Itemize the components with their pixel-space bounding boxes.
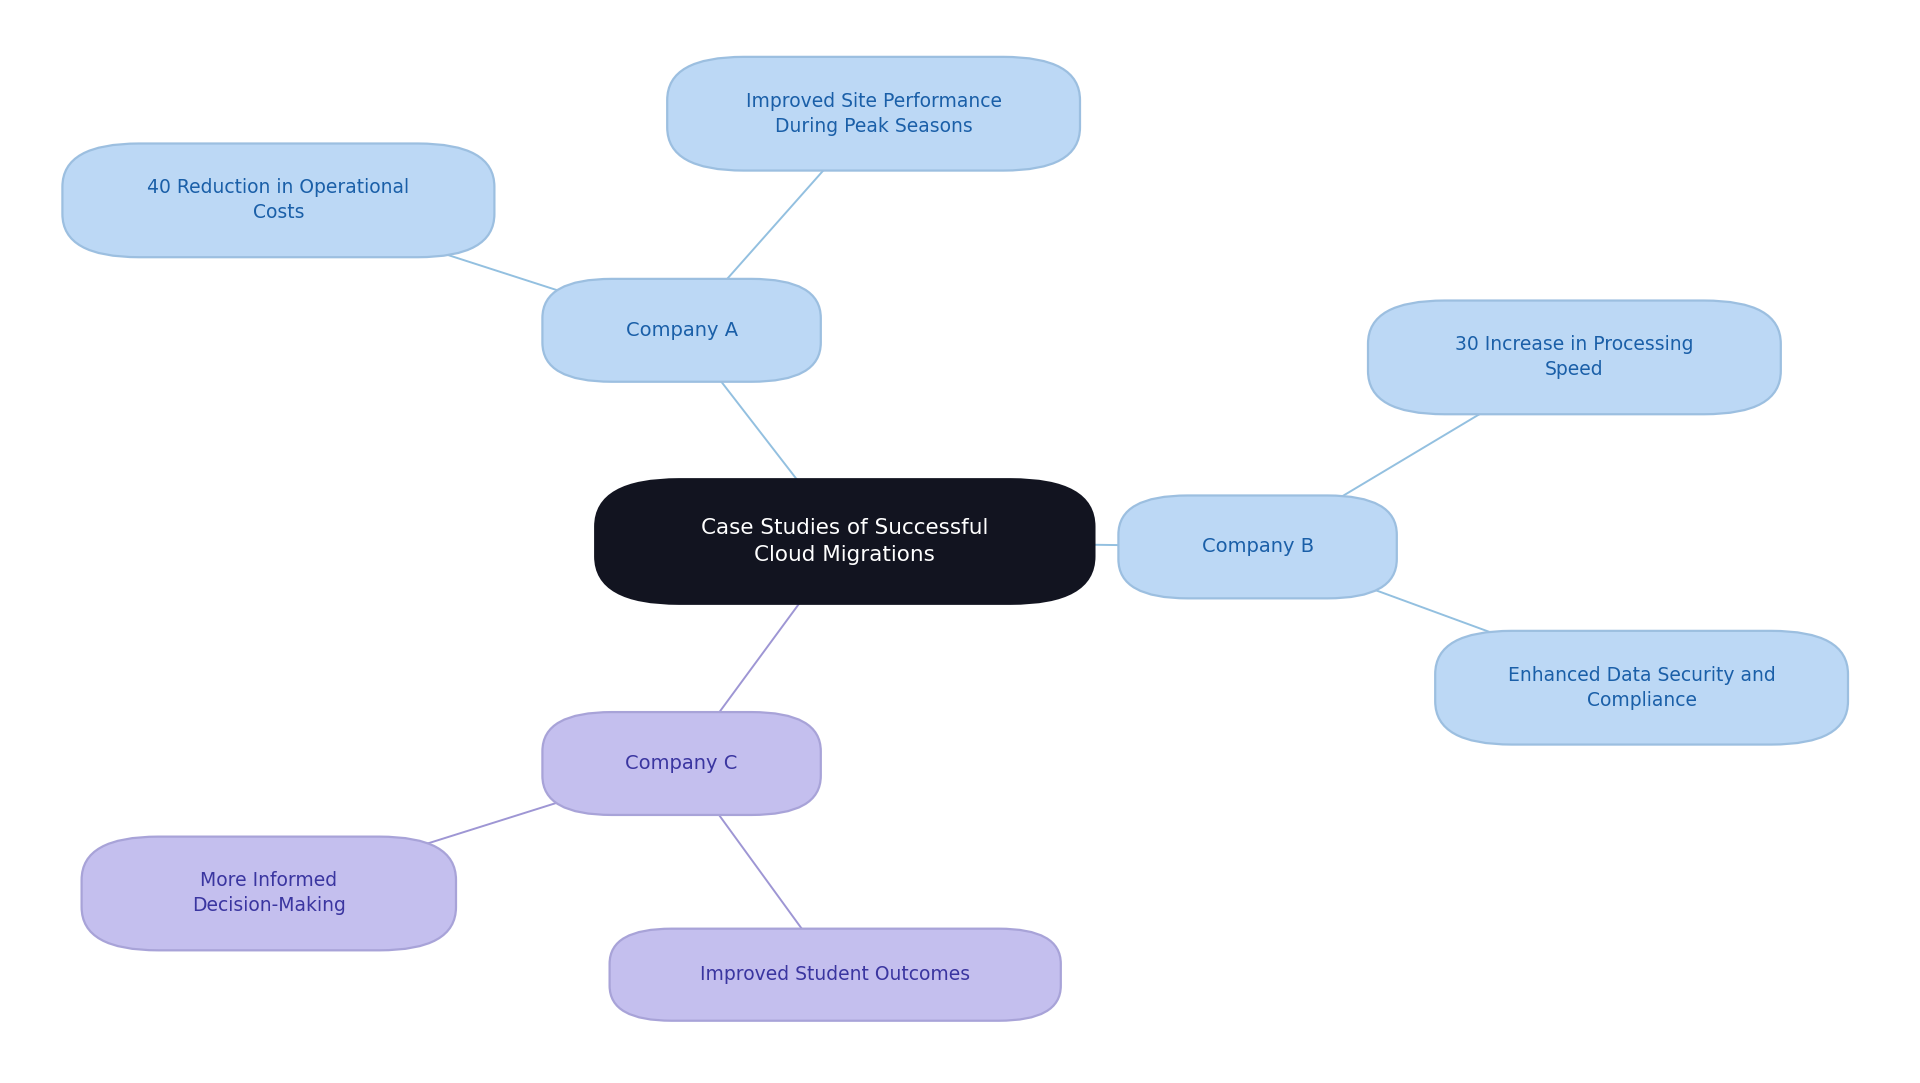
- FancyBboxPatch shape: [668, 57, 1079, 170]
- Text: 40 Reduction in Operational
Costs: 40 Reduction in Operational Costs: [148, 179, 409, 222]
- Text: 30 Increase in Processing
Speed: 30 Increase in Processing Speed: [1455, 336, 1693, 379]
- Text: Company B: Company B: [1202, 537, 1313, 557]
- FancyBboxPatch shape: [1117, 496, 1398, 598]
- Text: Case Studies of Successful
Cloud Migrations: Case Studies of Successful Cloud Migrati…: [701, 519, 989, 564]
- FancyBboxPatch shape: [611, 928, 1060, 1020]
- FancyBboxPatch shape: [541, 713, 822, 814]
- FancyBboxPatch shape: [1367, 300, 1780, 414]
- Text: Company A: Company A: [626, 321, 737, 340]
- Text: Improved Site Performance
During Peak Seasons: Improved Site Performance During Peak Se…: [745, 92, 1002, 135]
- FancyBboxPatch shape: [61, 144, 495, 258]
- FancyBboxPatch shape: [83, 837, 457, 951]
- Text: Improved Student Outcomes: Improved Student Outcomes: [701, 965, 970, 984]
- FancyBboxPatch shape: [1434, 630, 1847, 745]
- Text: More Informed
Decision-Making: More Informed Decision-Making: [192, 872, 346, 915]
- Text: Company C: Company C: [626, 754, 737, 773]
- Text: Enhanced Data Security and
Compliance: Enhanced Data Security and Compliance: [1507, 666, 1776, 709]
- FancyBboxPatch shape: [541, 279, 822, 382]
- FancyBboxPatch shape: [595, 479, 1094, 604]
